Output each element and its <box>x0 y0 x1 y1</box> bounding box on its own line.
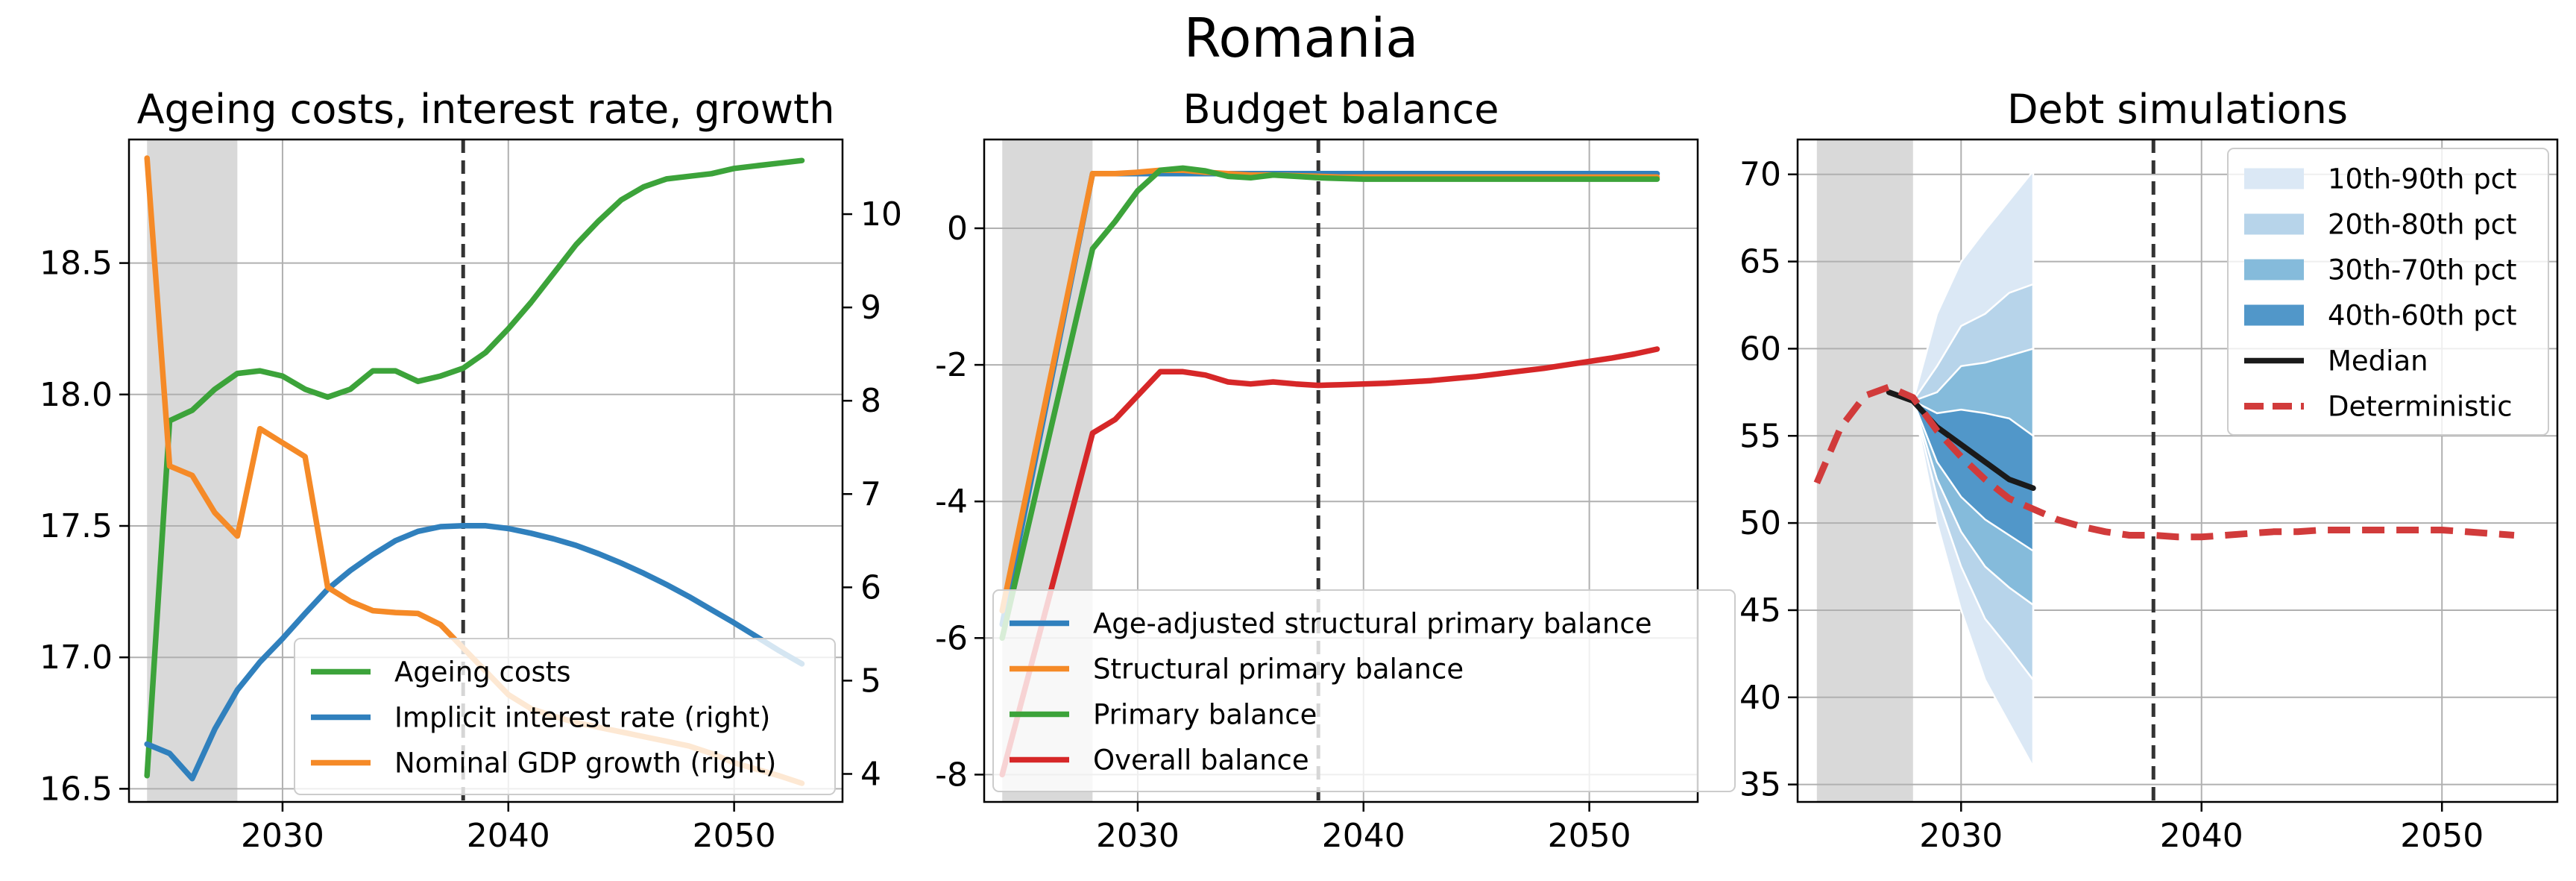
legend-label: Deterministic <box>2328 391 2513 423</box>
y-right-tick-label: 7 <box>860 475 881 513</box>
y-tick-label: 17.0 <box>40 639 113 677</box>
figure-title: Romania <box>1184 7 1419 69</box>
y-right-tick-label: 5 <box>860 662 881 700</box>
y-tick-label: 35 <box>1739 766 1781 804</box>
series-line <box>999 346 1660 778</box>
series-line <box>999 165 1660 642</box>
y-tick-label: 45 <box>1739 592 1781 630</box>
x-tick-label: 2040 <box>2160 817 2243 855</box>
chart-title: Ageing costs, interest rate, growth <box>137 86 835 133</box>
shaded-span <box>147 139 238 802</box>
chart-budget-balance: 2030 2040 2050 -8 -6 -4 -2 0 Budget balance Age-a… <box>935 86 1736 855</box>
legend-label: 10th-90th pct <box>2328 163 2517 195</box>
y-right-tick-label: 6 <box>860 568 881 606</box>
y-tick-label: -8 <box>935 756 968 794</box>
y-tick-label: 70 <box>1739 156 1781 194</box>
y-right-tick-label: 4 <box>860 755 881 793</box>
series-line <box>144 157 805 779</box>
y-tick-label: 18.5 <box>40 245 113 283</box>
plot-frame <box>1796 138 2559 803</box>
plot-frame <box>983 138 1699 803</box>
legend-label: Age-adjusted structural primary balance <box>1093 608 1652 640</box>
y-tick-label: -6 <box>935 619 968 657</box>
x-tick-label: 2040 <box>1322 817 1405 855</box>
legend: 10th-90th pct 20th-80th pct 30th-70th pct 4… <box>2227 148 2549 436</box>
shaded-span <box>1816 139 1913 802</box>
legend: Age-adjusted structural primary balance S… <box>992 589 1736 792</box>
series-line <box>144 523 805 782</box>
y-tick-label: 17.5 <box>40 507 113 545</box>
y-tick-label: 0 <box>947 210 968 248</box>
x-tick-label: 2050 <box>1548 817 1631 855</box>
y-tick-label: -4 <box>935 483 968 521</box>
legend-label: Overall balance <box>1093 744 1309 777</box>
plot-area <box>129 139 843 802</box>
x-tick-label: 2050 <box>2400 817 2484 855</box>
y-tick-label: 40 <box>1739 679 1781 717</box>
chart-title: Debt simulations <box>2007 86 2348 133</box>
x-tick-label: 2030 <box>1919 817 2003 855</box>
y-right-tick-label: 9 <box>860 289 881 327</box>
legend-box <box>294 638 836 795</box>
x-tick-label: 2050 <box>693 817 776 855</box>
y-tick-label: 65 <box>1739 243 1781 281</box>
legend-label: 40th-60th pct <box>2328 300 2517 332</box>
plot-frame <box>127 138 844 803</box>
legend-label: Implicit interest rate (right) <box>394 702 770 734</box>
y-tick-label: 60 <box>1739 330 1781 368</box>
legend-label: Primary balance <box>1093 699 1317 731</box>
y-right-tick-label: 8 <box>860 382 881 420</box>
plot-area <box>1798 139 2557 802</box>
legend-label: 30th-70th pct <box>2328 254 2517 286</box>
y-tick-label: 18.0 <box>40 376 113 414</box>
fan-band <box>1911 398 2035 553</box>
chart-title: Budget balance <box>1183 86 1499 133</box>
legend-swatch <box>2244 213 2304 235</box>
chart-ageing-costs: 2030 2040 2050 16.5 17.0 17.5 18.0 18.5 4 5 6 7 8 9 10… <box>40 86 902 855</box>
series-line <box>1813 383 2515 541</box>
legend-label: Nominal GDP growth (right) <box>394 747 776 780</box>
y-right-tick-label: 10 <box>860 195 902 233</box>
x-tick-label: 2030 <box>241 817 324 855</box>
x-tick-label: 2030 <box>1096 817 1180 855</box>
legend-swatch <box>2244 168 2304 189</box>
legend-label: Structural primary balance <box>1093 653 1464 686</box>
legend-box <box>992 589 1736 792</box>
legend-swatch <box>2244 304 2304 326</box>
legend-swatch <box>2244 259 2304 280</box>
series-line <box>999 171 1660 627</box>
y-tick-label: -2 <box>935 346 968 384</box>
y-tick-label: 55 <box>1739 417 1781 455</box>
y-tick-label: 16.5 <box>40 770 113 808</box>
legend-label: Median <box>2328 345 2428 377</box>
legend-label: 20th-80th pct <box>2328 209 2517 241</box>
legend-label: Ageing costs <box>394 656 571 689</box>
chart-debt-simulations: 2030 2040 2050 35 40 45 50 55 60 65 70 Debt simulat… <box>1739 86 2559 855</box>
x-tick-label: 2040 <box>467 817 550 855</box>
legend: Ageing costs Implicit interest rate (righ… <box>294 638 836 795</box>
y-tick-label: 50 <box>1739 504 1781 542</box>
legend-box <box>2227 148 2549 436</box>
